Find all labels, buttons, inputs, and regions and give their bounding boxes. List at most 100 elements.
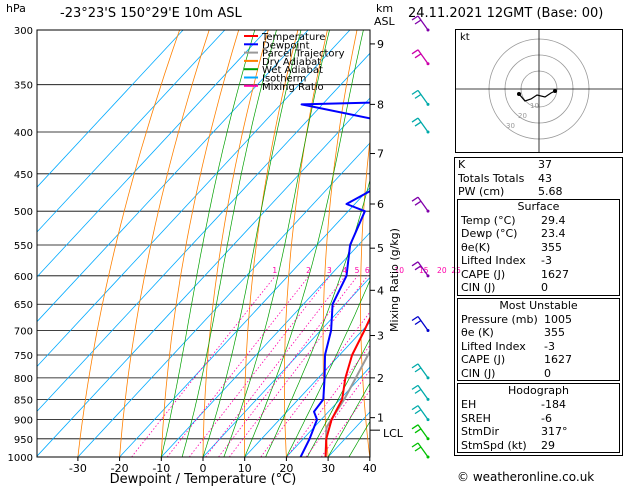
wind-barb-shaft [417, 405, 429, 421]
wind-barb-shaft [417, 316, 429, 331]
datetime-label: 24.11.2021 12GMT (Base: 00) [408, 6, 604, 21]
km-tick-label: 6 [377, 198, 384, 211]
isotherm-line [37, 30, 309, 323]
dry-adiabat [202, 30, 269, 457]
wind-barb-flag [411, 424, 419, 430]
row-value: 1627 [544, 353, 572, 366]
pressure-tick-label: 850 [14, 395, 33, 406]
pressure-tick-label: 350 [14, 81, 33, 92]
surface-row: Dewp (°C) 23.4 [458, 227, 619, 241]
isotherm-line [77, 142, 370, 457]
row-value: 355 [544, 326, 565, 339]
hodograph-row: StmSpd (kt) 29 [458, 439, 619, 453]
wind-barb-flag [411, 363, 419, 369]
hodograph-trace [518, 90, 556, 102]
legend-label: Mixing Ratio [262, 82, 324, 93]
isotherm-line [37, 52, 370, 412]
isotherm-line [37, 97, 370, 457]
wind-barb-flag [414, 93, 422, 99]
mixing-ratio-line [188, 275, 331, 457]
wet-adiabat [265, 178, 370, 457]
dry-adiabat [432, 30, 453, 457]
row-value: 29 [541, 438, 555, 452]
legend-label: Temperature [261, 32, 325, 43]
wind-barb-flag [411, 117, 419, 123]
most-unstable-row: θe (K) 355 [458, 326, 619, 340]
pressure-tick-label: 600 [14, 272, 33, 283]
km-tick-label: 8 [377, 98, 384, 111]
isotherm-line [202, 276, 370, 457]
row-value: -6 [541, 411, 552, 425]
surface-row: CIN (J) 0 [458, 281, 619, 295]
wind-barb-flag [414, 319, 422, 326]
km-tick-label: 5 [377, 242, 384, 255]
wet-adiabat [306, 337, 370, 457]
mixing-ratio-label: 20 [437, 266, 447, 275]
wind-barb-shaft [417, 384, 429, 400]
row-value: 0 [544, 366, 551, 380]
wind-barb-shaft [417, 15, 429, 31]
hodograph-point [553, 89, 557, 93]
row-label: StmSpd (kt) [461, 438, 527, 452]
wet-adiabat [286, 279, 370, 457]
legend-label: Parcel Trajectory [262, 49, 345, 60]
index-row-k: K 37 [455, 158, 622, 172]
wind-barb-base [426, 62, 430, 66]
plot-frame [36, 29, 371, 458]
km-tick-label: 7 [377, 148, 384, 161]
wind-barb-flag [414, 265, 422, 271]
wind-barb-shaft [417, 90, 429, 105]
surface-row: CAPE (J) 1627 [458, 268, 619, 282]
km-tick-label: 2 [377, 372, 384, 385]
pressure-tick-label: 550 [14, 241, 33, 252]
dry-adiabat [160, 30, 240, 457]
location-label: -23°23'S 150°29'E 10m ASL [60, 6, 242, 21]
most-unstable-title: Most Unstable [499, 298, 578, 312]
x-tick-label: -10 [152, 462, 170, 475]
legend-label: Dry Adiabat [262, 57, 321, 68]
row-label: StmDir [461, 425, 500, 438]
wind-barb-flag [414, 53, 422, 59]
km-tick-label: 9 [377, 38, 384, 51]
mixing-ratio-line [305, 369, 370, 457]
row-value: 43 [538, 171, 552, 185]
row-label: SREH [461, 411, 491, 425]
row-label: θe(K) [461, 240, 491, 254]
wind-barb-shaft [417, 442, 429, 458]
most-unstable-row: CAPE (J) 1627 [458, 353, 619, 367]
wind-barb-base [426, 397, 430, 401]
pressure-tick-label: 750 [14, 351, 33, 362]
wind-barb-base [426, 28, 430, 32]
wind-barb-flag [414, 200, 422, 206]
x-tick-label: -30 [69, 462, 87, 475]
wet-adiabat [202, 30, 302, 457]
wind-barb-flag [411, 384, 419, 390]
hodograph-point [517, 92, 521, 96]
wind-barb-flag [411, 89, 419, 95]
row-label: CAPE (J) [461, 353, 506, 366]
hodograph-row: StmDir 317° [458, 425, 619, 439]
wind-barb-flag [411, 405, 419, 411]
wind-barb-flag [414, 388, 422, 394]
isotherm-line [37, 30, 226, 233]
lcl-label: LCL [383, 427, 404, 440]
hodograph-kt-label: kt [460, 32, 470, 43]
wind-barb-base [426, 329, 430, 333]
row-value: 23.4 [541, 227, 566, 240]
isotherm-line [37, 30, 184, 188]
wind-barb-flag [411, 261, 419, 267]
km-unit-label: km [376, 2, 394, 15]
wind-barb-flag [414, 367, 422, 373]
row-label: Temp (°C) [461, 213, 516, 227]
wet-adiabat [181, 30, 277, 457]
row-value: -184 [541, 398, 566, 411]
mixing-ratio-label: 5 [355, 266, 360, 275]
wet-adiabat [223, 30, 330, 457]
isotherm-line [119, 187, 370, 457]
hpa-unit-label: hPa [6, 2, 26, 15]
wind-barb-flag [411, 49, 419, 55]
hodograph-section: Hodograph EH -184 SREH -6 StmDir 317° StmSp… [457, 383, 620, 453]
hodograph-ring-label: 30 [506, 122, 515, 130]
isotherm-line [161, 232, 370, 457]
